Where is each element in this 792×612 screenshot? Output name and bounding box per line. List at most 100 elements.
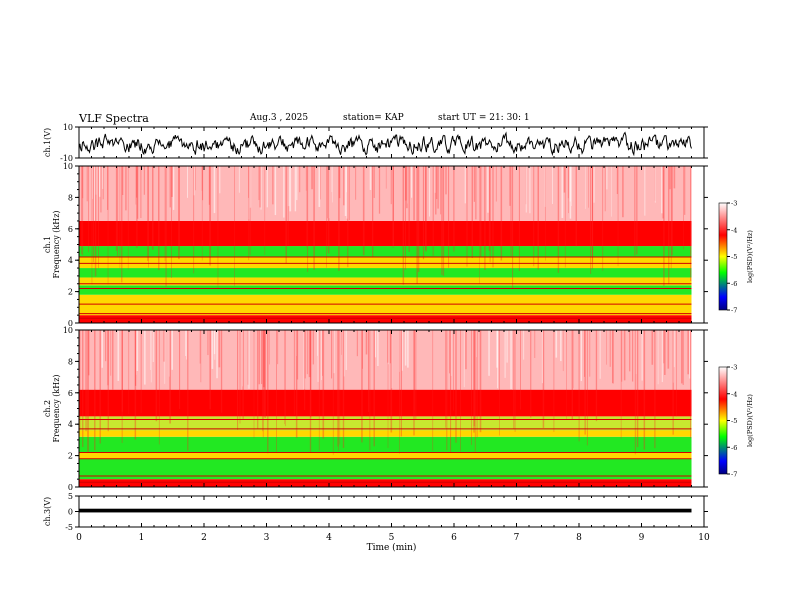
speckle [258, 330, 260, 385]
speckle [95, 166, 97, 195]
speckle [510, 330, 512, 390]
speckle [137, 166, 139, 219]
streak [239, 330, 241, 424]
speckle [242, 330, 243, 387]
streak [590, 166, 592, 274]
speckle [584, 330, 585, 377]
speckle [345, 330, 347, 370]
streak [91, 166, 93, 285]
streak [683, 166, 684, 250]
station-label: station= KAP [343, 113, 404, 123]
speckle [105, 330, 107, 362]
streak [392, 166, 394, 246]
streak [87, 330, 89, 452]
speckle [606, 330, 607, 365]
colorbar-tick-label: -4 [731, 226, 737, 234]
speckle [411, 166, 413, 198]
speckle [449, 330, 450, 374]
streak [88, 166, 89, 253]
streak [432, 166, 434, 256]
band-3 [79, 436, 692, 453]
ytick-label: 6 [68, 389, 73, 398]
streak [408, 166, 410, 252]
ytick-label: -5 [65, 523, 73, 532]
streak [634, 330, 636, 455]
speckle [343, 166, 345, 206]
speckle [387, 330, 389, 363]
streak [121, 166, 123, 283]
speckle [555, 330, 558, 358]
speckle [663, 330, 665, 364]
speckle [272, 166, 274, 205]
speckle [682, 330, 684, 385]
speckle [567, 166, 569, 199]
streak [81, 166, 83, 255]
speckle [355, 166, 357, 200]
band-4 [79, 430, 692, 437]
streak [390, 330, 393, 433]
speckle [569, 166, 571, 202]
speckle [110, 330, 112, 376]
streak [121, 330, 123, 443]
band-8 [79, 166, 692, 221]
streak [119, 166, 121, 269]
speckle [406, 166, 408, 209]
streak [676, 330, 677, 417]
xaxis-label: Time (min) [367, 542, 417, 553]
speckle [385, 166, 387, 189]
streak [450, 330, 452, 453]
streak [417, 166, 420, 272]
streak [242, 330, 244, 419]
colorbar-tick-label: -5 [731, 417, 737, 425]
speckle [213, 166, 216, 214]
streak [87, 330, 89, 453]
streak [342, 330, 345, 448]
streak [310, 330, 312, 418]
streak [107, 330, 109, 432]
speckle [669, 166, 671, 190]
streak [663, 166, 665, 286]
speckle [661, 330, 663, 383]
streak [510, 166, 512, 258]
speckle [202, 166, 204, 201]
streak [85, 330, 87, 432]
speckle [164, 330, 166, 384]
streak [620, 330, 622, 439]
ytick-label: 6 [68, 225, 73, 234]
speckle [373, 166, 375, 198]
speckle [560, 330, 562, 362]
speckle [289, 166, 292, 212]
speckle [92, 166, 93, 199]
speckle [260, 166, 262, 210]
speckle [525, 166, 527, 213]
speckle [604, 166, 606, 212]
speckle [429, 166, 430, 217]
band-5 [79, 257, 692, 269]
speckle [573, 330, 574, 389]
xtick-label: 3 [264, 533, 270, 543]
streak [94, 330, 96, 451]
streak [592, 166, 593, 269]
speckle [378, 166, 381, 214]
streak [392, 166, 394, 248]
speckle [635, 330, 637, 375]
streak [201, 166, 203, 261]
speckle [135, 166, 137, 205]
speckle [401, 330, 403, 371]
streak [553, 330, 555, 432]
colorbar [718, 366, 728, 475]
streak [400, 330, 402, 437]
speckle [390, 166, 392, 205]
streak [267, 330, 269, 454]
xtick-label: 5 [389, 533, 395, 543]
speckle [405, 166, 407, 201]
streak [178, 166, 180, 251]
speckle [303, 330, 306, 390]
ytick-label: 0 [68, 508, 73, 517]
speckle [407, 330, 409, 368]
speckle [150, 330, 152, 383]
streak [484, 166, 486, 270]
speckle [93, 166, 96, 221]
streak [476, 330, 478, 438]
